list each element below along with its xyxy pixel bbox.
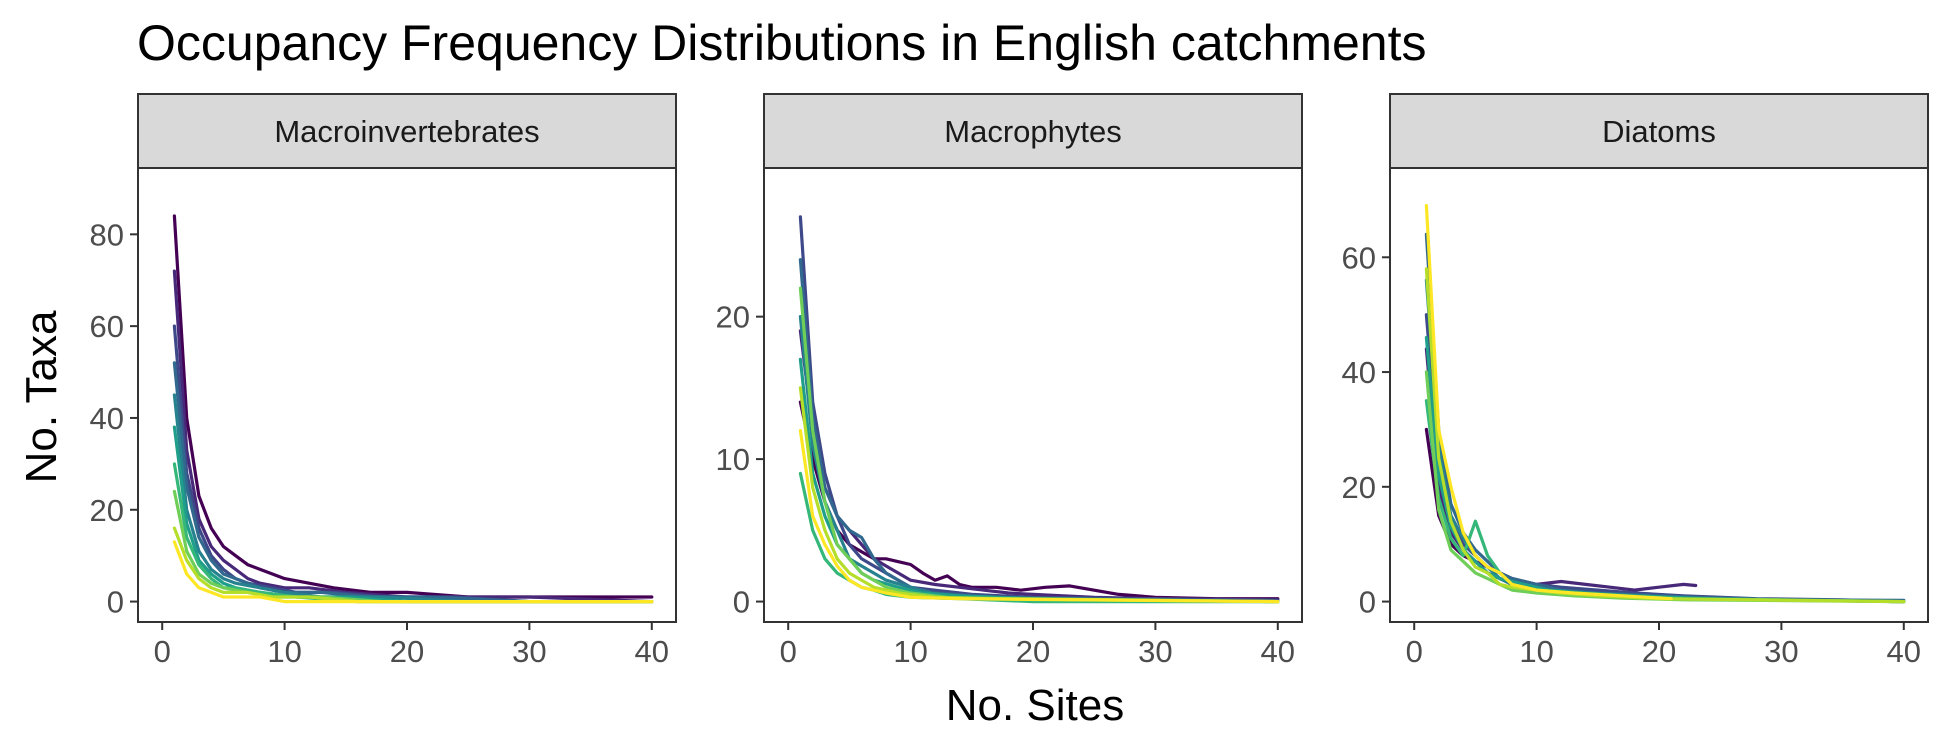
y-tick-label: 60 [1342, 240, 1376, 275]
facet-strip [763, 93, 1303, 169]
series-line [172, 540, 654, 604]
facet-strip-label: Diatoms [1602, 114, 1716, 149]
x-tick-label: 40 [1887, 634, 1921, 669]
panel-macroinvertebrates: Macroinvertebrates 0 10 20 30 40 0 20 40 60 80 [90, 93, 677, 669]
series-line [172, 393, 654, 604]
series-line [172, 489, 654, 604]
y-tick-label: 20 [716, 300, 750, 335]
x-tick-label: 30 [1764, 634, 1798, 669]
facet-strip [137, 93, 677, 169]
x-tick-label: 10 [267, 634, 301, 669]
x-tick-label: 20 [1642, 634, 1676, 669]
x-tick-label: 40 [1261, 634, 1295, 669]
plot-area [138, 168, 676, 622]
y-tick-label: 80 [90, 217, 124, 252]
y-tick-label: 20 [90, 493, 124, 528]
series-line [172, 526, 654, 604]
x-tick-label: 0 [154, 634, 171, 669]
y-tick-label: 0 [733, 585, 750, 620]
x-axis-title: No. Sites [946, 681, 1125, 730]
series-lines [172, 214, 654, 604]
series-lines [798, 215, 1280, 604]
series-line [798, 429, 1280, 604]
y-axis-title: No. Taxa [17, 310, 66, 483]
chart-title: Occupancy Frequency Distributions in Eng… [137, 15, 1426, 71]
facet-strip-label: Macrophytes [944, 114, 1121, 149]
panel-diatoms: Diatoms 0 10 20 30 40 0 20 40 60 [1342, 93, 1929, 669]
y-tick-label: 40 [90, 401, 124, 436]
x-tick-label: 0 [1406, 634, 1423, 669]
x-tick-label: 20 [390, 634, 424, 669]
facet-strip-label: Macroinvertebrates [274, 114, 539, 149]
x-tick-label: 10 [1519, 634, 1553, 669]
y-tick-label: 20 [1342, 470, 1376, 505]
y-tick-label: 0 [1359, 585, 1376, 620]
x-tick-label: 30 [1138, 634, 1172, 669]
y-tick-label: 40 [1342, 355, 1376, 390]
x-tick-label: 40 [635, 634, 669, 669]
y-tick-label: 10 [716, 442, 750, 477]
panel-macrophytes: Macrophytes 0 10 20 30 40 0 10 20 [716, 93, 1303, 669]
x-tick-label: 30 [512, 634, 546, 669]
y-tick-label: 60 [90, 309, 124, 344]
facet-strip [1389, 93, 1929, 169]
x-tick-label: 20 [1016, 634, 1050, 669]
series-line [1424, 204, 1673, 601]
y-tick-label: 0 [107, 585, 124, 620]
x-tick-label: 10 [893, 634, 927, 669]
x-tick-label: 0 [780, 634, 797, 669]
plot-area [1390, 168, 1928, 622]
series-lines [1424, 204, 1906, 604]
